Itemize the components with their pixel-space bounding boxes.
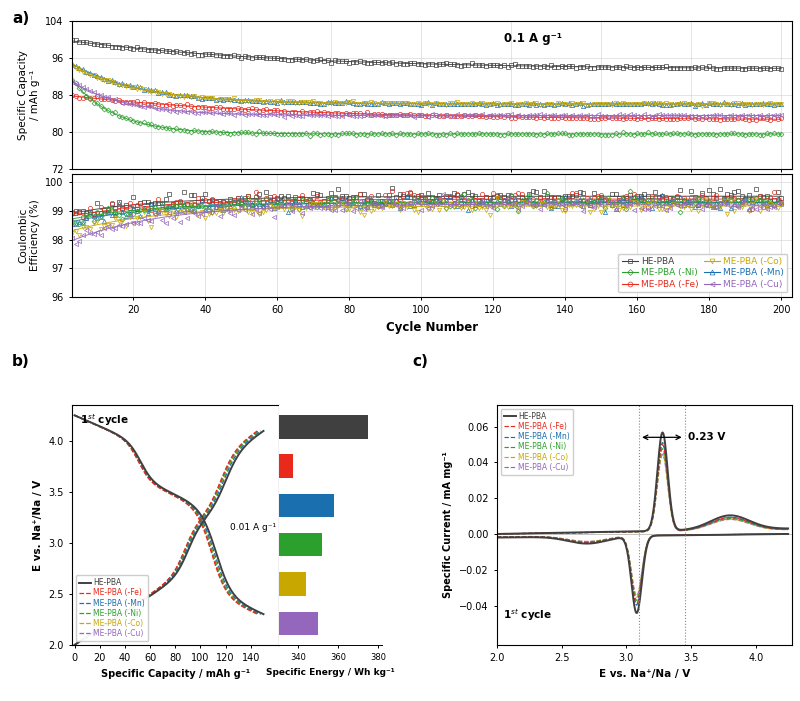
Bar: [278, 454, 293, 478]
Y-axis label: E vs. Na⁺/Na / V: E vs. Na⁺/Na / V: [33, 479, 42, 571]
X-axis label: E vs. Na⁺/Na / V: E vs. Na⁺/Na / V: [599, 669, 690, 679]
Text: a): a): [12, 11, 30, 25]
Text: 1$^{st}$ cycle: 1$^{st}$ cycle: [80, 412, 130, 428]
Y-axis label: Specific Current / mA mg⁻¹: Specific Current / mA mg⁻¹: [443, 451, 454, 599]
Y-axis label: Coulombic
Efficiency (%): Coulombic Efficiency (%): [18, 200, 40, 271]
X-axis label: Cycle Number: Cycle Number: [386, 321, 478, 334]
Legend: HE-PBA, ME-PBA (-Ni), ME-PBA (-Fe), ME-PBA (-Co), ME-PBA (-Mn), ME-PBA (-Cu): HE-PBA, ME-PBA (-Ni), ME-PBA (-Fe), ME-P…: [618, 254, 787, 292]
Text: 1$^{st}$ cycle: 1$^{st}$ cycle: [502, 608, 552, 623]
X-axis label: Specific Energy / Wh kg⁻¹: Specific Energy / Wh kg⁻¹: [266, 668, 394, 676]
Text: c): c): [412, 354, 428, 369]
Bar: [278, 494, 334, 517]
Bar: [278, 572, 306, 596]
Bar: [278, 415, 368, 439]
Text: 0.23 V: 0.23 V: [689, 433, 726, 442]
Text: b): b): [12, 354, 30, 369]
Legend: HE-PBA, ME-PBA (-Fe), ME-PBA (-Mn), ME-PBA (-Ni), ME-PBA (-Co), ME-PBA (-Cu): HE-PBA, ME-PBA (-Fe), ME-PBA (-Mn), ME-P…: [501, 409, 573, 475]
Y-axis label: Specific Capacity
/ mAh g⁻¹: Specific Capacity / mAh g⁻¹: [18, 50, 40, 139]
Bar: [278, 611, 318, 635]
Text: 0.01 A g⁻¹: 0.01 A g⁻¹: [230, 523, 277, 532]
Legend: HE-PBA, ME-PBA (-Fe), ME-PBA (-Mn), ME-PBA (-Ni), ME-PBA (-Co), ME-PBA (-Cu): HE-PBA, ME-PBA (-Fe), ME-PBA (-Mn), ME-P…: [76, 576, 148, 641]
Bar: [278, 533, 322, 557]
X-axis label: Specific Capacity / mAh g⁻¹: Specific Capacity / mAh g⁻¹: [101, 669, 250, 679]
Text: 0.1 A g⁻¹: 0.1 A g⁻¹: [504, 32, 562, 45]
